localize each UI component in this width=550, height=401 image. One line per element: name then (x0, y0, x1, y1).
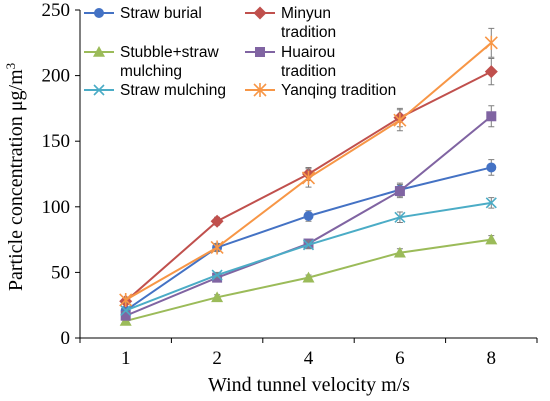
data-point (486, 111, 497, 122)
data-point (301, 170, 316, 185)
y-tick-label: 150 (42, 131, 71, 152)
legend-item: Minyun tradition (245, 5, 336, 41)
x-axis-title: Wind tunnel velocity m/s (208, 374, 410, 396)
data-point (485, 233, 498, 245)
legend-label-line: Straw mulching (120, 82, 226, 99)
legend-label: Stubble+straw mulching (120, 44, 219, 80)
series-layer (119, 27, 498, 326)
legend-label: Straw mulching (120, 82, 226, 99)
x-tick-label: 2 (212, 348, 222, 369)
legend: Straw burial Minyun tradition Stubble+straw… (84, 5, 396, 99)
legend-swatch-marker (93, 84, 105, 96)
y-tick-label: 250 (42, 0, 71, 21)
legend-label-line: Huairou (281, 44, 335, 61)
data-point (211, 291, 224, 303)
legend-item: Straw burial (84, 5, 202, 22)
data-point (120, 304, 132, 317)
series-yanqing-tradition (119, 27, 498, 307)
data-point (394, 186, 405, 197)
data-point (119, 292, 133, 307)
legend-label-line: Yanqing tradition (281, 82, 396, 99)
legend-item: Stubble+straw mulching (84, 44, 219, 80)
legend-swatch-marker (253, 83, 267, 97)
y-tick-label: 50 (51, 262, 70, 283)
legend-item: Yanqing tradition (245, 82, 396, 99)
data-point (394, 211, 406, 223)
y-tick-label: 200 (42, 66, 71, 87)
y-tick-label: 100 (42, 197, 71, 218)
data-point (210, 214, 224, 228)
legend-label-line: tradition (281, 63, 336, 80)
x-tick-label: 6 (395, 348, 405, 369)
data-point (302, 271, 315, 283)
y-axis-title: Particle concentration μg/m3 (3, 63, 27, 291)
legend-label-line: mulching (120, 63, 182, 80)
legend-label-line: Stubble+straw (120, 44, 219, 61)
data-point (303, 210, 314, 221)
legend-swatch-marker (93, 46, 105, 57)
data-point (485, 197, 497, 209)
data-point (393, 246, 406, 258)
y-axis-title-main: Particle concentration μg/m (5, 69, 27, 291)
legend-label-line: tradition (281, 24, 336, 41)
legend-label-line: Minyun (281, 5, 331, 22)
axes: 0 50 100 150 200 250 1 2 4 6 8 (42, 0, 538, 369)
data-point (484, 65, 498, 79)
legend-swatch-marker (255, 47, 265, 57)
legend-label: Straw burial (120, 5, 202, 22)
y-axis-title-superscript: 3 (3, 63, 18, 70)
data-point (484, 35, 498, 50)
series-straw-mulching (120, 197, 497, 317)
legend-label: Huairou tradition (281, 44, 336, 80)
x-tick-label: 4 (304, 348, 314, 369)
x-tick-label: 1 (121, 348, 131, 369)
legend-label-line: Straw burial (120, 5, 202, 22)
legend-swatch-marker (253, 6, 267, 20)
legend-swatch-marker (94, 8, 104, 18)
y-tick-label: 0 (61, 328, 71, 349)
legend-item: Straw mulching (84, 82, 226, 99)
data-point (120, 310, 131, 321)
legend-item: Huairou tradition (245, 44, 336, 80)
series-stubble-straw-mulching (119, 233, 498, 326)
data-point (302, 239, 315, 251)
data-point (486, 162, 497, 173)
data-point (210, 240, 224, 255)
legend-label: Yanqing tradition (281, 82, 396, 99)
legend-label: Minyun tradition (281, 5, 336, 41)
data-point (211, 269, 223, 281)
data-point (393, 113, 407, 128)
x-tick-label: 8 (487, 348, 497, 369)
